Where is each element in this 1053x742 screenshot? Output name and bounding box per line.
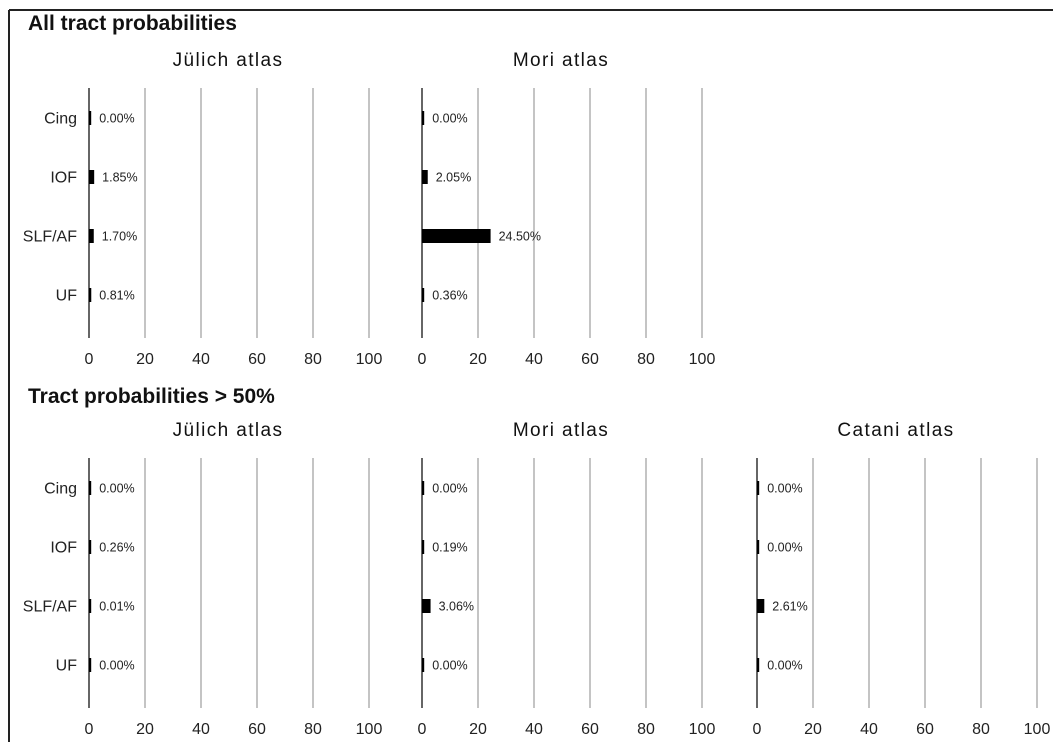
catani-over-50-x-tick-label: 0 (753, 721, 762, 738)
julich-over-50-value-label-slf-af: 0.01% (99, 600, 134, 614)
julich-over-50-x-tick-label: 60 (248, 721, 266, 738)
catani-over-50-x-tick-label: 100 (1024, 721, 1051, 738)
julich-all-bar-slf-af (89, 229, 94, 243)
mori-all-bar-slf-af (422, 229, 491, 243)
julich-all-bar-iof (89, 170, 95, 184)
mori-all-x-tick-label: 40 (525, 351, 543, 368)
mori-over-50-bar-cing (422, 481, 425, 495)
julich-all-x-tick-label: 100 (356, 351, 383, 368)
julich-over-50-bar-iof (89, 540, 92, 554)
mori-all-value-label-uf: 0.36% (432, 289, 467, 303)
julich-all-category-label-slf-af: SLF/AF (23, 229, 77, 246)
julich-over-50-value-label-cing: 0.00% (99, 482, 134, 496)
mori-all-value-label-slf-af: 24.50% (499, 230, 541, 244)
mori-all-bar-cing (422, 111, 425, 125)
mori-all-value-label-iof: 2.05% (436, 171, 471, 185)
mori-over-50-bar-uf (422, 658, 425, 672)
julich-all-value-label-slf-af: 1.70% (102, 230, 137, 244)
julich-all-category-label-uf: UF (56, 288, 78, 305)
mori-all-x-tick-label: 20 (469, 351, 487, 368)
mori-all-x-tick-label: 100 (689, 351, 716, 368)
julich-over-50-value-label-iof: 0.26% (99, 541, 134, 555)
julich-over-50-bar-cing (89, 481, 92, 495)
julich-over-50-x-tick-label: 20 (136, 721, 154, 738)
julich-over-50-category-label-uf: UF (56, 658, 78, 675)
julich-all-category-label-iof: IOF (50, 170, 77, 187)
julich-all-x-tick-label: 60 (248, 351, 266, 368)
julich-over-50-category-label-slf-af: SLF/AF (23, 599, 77, 616)
mori-over-50-x-tick-label: 0 (418, 721, 427, 738)
mori-all-bar-iof (422, 170, 428, 184)
mori-over-50-x-tick-label: 20 (469, 721, 487, 738)
catani-over-50-x-tick-label: 60 (916, 721, 934, 738)
mori-all-x-tick-label: 60 (581, 351, 599, 368)
julich-over-50-x-tick-label: 0 (85, 721, 94, 738)
julich-all-bar-uf (89, 288, 92, 302)
mori-over-50-x-tick-label: 80 (637, 721, 655, 738)
catani-over-50-value-label-uf: 0.00% (767, 659, 802, 673)
catani-over-50-bar-uf (757, 658, 760, 672)
julich-all-x-tick-label: 80 (304, 351, 322, 368)
panel-title-mori-over-50: Mori atlas (512, 420, 610, 441)
mori-all-bar-uf (422, 288, 425, 302)
panel-title-julich-over-50: Jülich atlas (172, 420, 284, 441)
julich-over-50-category-label-cing: Cing (44, 481, 77, 498)
mori-over-50-value-label-slf-af: 3.06% (439, 600, 474, 614)
julich-over-50-x-tick-label: 40 (192, 721, 210, 738)
mori-over-50-x-tick-label: 40 (525, 721, 543, 738)
julich-over-50-x-tick-label: 100 (356, 721, 383, 738)
julich-over-50-bar-uf (89, 658, 92, 672)
section-title-over-50: Tract probabilities > 50% (28, 385, 275, 408)
julich-all-x-tick-label: 40 (192, 351, 210, 368)
catani-over-50-value-label-cing: 0.00% (767, 482, 802, 496)
panel-title-julich-all: Jülich atlas (172, 50, 284, 71)
mori-over-50-bar-iof (422, 540, 425, 554)
julich-all-x-tick-label: 20 (136, 351, 154, 368)
julich-over-50-category-label-iof: IOF (50, 540, 77, 557)
catani-over-50-bar-slf-af (757, 599, 765, 613)
mori-all-x-tick-label: 80 (637, 351, 655, 368)
mori-all-x-tick-label: 0 (418, 351, 427, 368)
panel-title-mori-all: Mori atlas (512, 50, 610, 71)
mori-over-50-value-label-cing: 0.00% (432, 482, 467, 496)
mori-over-50-x-tick-label: 100 (689, 721, 716, 738)
catani-over-50-x-tick-label: 80 (972, 721, 990, 738)
catani-over-50-value-label-iof: 0.00% (767, 541, 802, 555)
mori-over-50-value-label-uf: 0.00% (432, 659, 467, 673)
catani-over-50-x-tick-label: 20 (804, 721, 822, 738)
catani-over-50-value-label-slf-af: 2.61% (772, 600, 807, 614)
julich-all-value-label-uf: 0.81% (99, 289, 134, 303)
catani-over-50-bar-iof (757, 540, 760, 554)
julich-all-category-label-cing: Cing (44, 111, 77, 128)
julich-over-50-bar-slf-af (89, 599, 92, 613)
mori-over-50-x-tick-label: 60 (581, 721, 599, 738)
julich-over-50-value-label-uf: 0.00% (99, 659, 134, 673)
julich-all-bar-cing (89, 111, 92, 125)
julich-all-x-tick-label: 0 (85, 351, 94, 368)
julich-all-value-label-iof: 1.85% (102, 171, 137, 185)
julich-all-value-label-cing: 0.00% (99, 112, 134, 126)
julich-over-50-x-tick-label: 80 (304, 721, 322, 738)
mori-all-value-label-cing: 0.00% (432, 112, 467, 126)
mori-over-50-value-label-iof: 0.19% (432, 541, 467, 555)
catani-over-50-x-tick-label: 40 (860, 721, 878, 738)
catani-over-50-bar-cing (757, 481, 760, 495)
panel-title-catani-over-50: Catani atlas (837, 420, 955, 441)
mori-over-50-bar-slf-af (422, 599, 431, 613)
section-title-all: All tract probabilities (28, 12, 237, 35)
